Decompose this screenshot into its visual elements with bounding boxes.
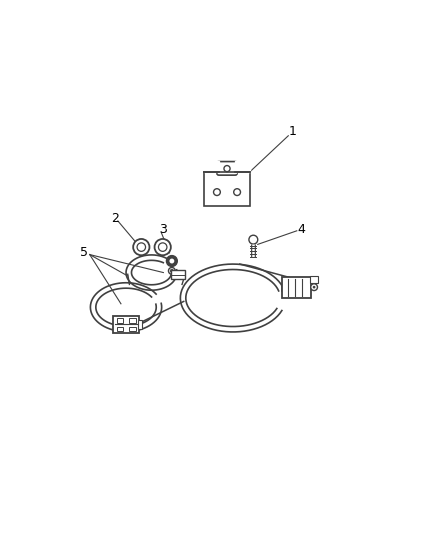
FancyBboxPatch shape [129,318,135,323]
Circle shape [159,243,167,252]
Polygon shape [204,161,219,172]
FancyBboxPatch shape [170,270,185,279]
Circle shape [137,243,145,252]
FancyBboxPatch shape [117,327,124,332]
Circle shape [133,239,149,255]
FancyBboxPatch shape [129,327,135,332]
Text: 1: 1 [289,125,296,138]
FancyBboxPatch shape [310,276,318,283]
Circle shape [169,268,175,274]
FancyBboxPatch shape [282,277,311,297]
Text: 2: 2 [111,212,119,225]
Text: 4: 4 [297,223,305,236]
Text: 3: 3 [159,223,166,236]
Circle shape [170,259,174,263]
FancyBboxPatch shape [117,318,124,323]
Text: 5: 5 [80,246,88,260]
Polygon shape [235,161,250,172]
Circle shape [170,269,173,272]
Circle shape [166,256,177,266]
Circle shape [155,239,171,255]
Circle shape [249,235,258,244]
FancyBboxPatch shape [113,316,139,333]
FancyBboxPatch shape [138,320,142,329]
FancyBboxPatch shape [217,161,237,175]
Circle shape [234,189,240,196]
FancyBboxPatch shape [204,172,250,206]
Circle shape [313,286,315,288]
Circle shape [311,284,318,290]
Circle shape [214,189,220,196]
Circle shape [224,166,230,172]
